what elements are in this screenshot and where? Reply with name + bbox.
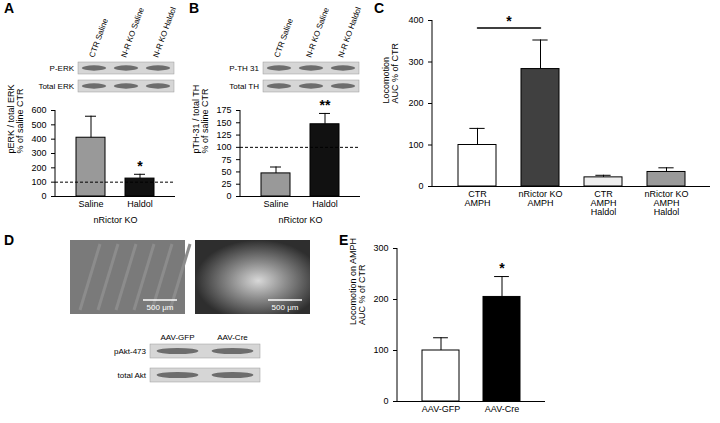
- svg-text:Saline: Saline: [263, 199, 288, 209]
- svg-text:Haldol: Haldol: [127, 199, 153, 209]
- svg-text:P-TH 31: P-TH 31: [229, 64, 259, 73]
- svg-text:*: *: [506, 13, 512, 29]
- svg-text:AAV-GFP: AAV-GFP: [160, 333, 194, 342]
- svg-text:0: 0: [383, 396, 388, 406]
- svg-text:300: 300: [31, 148, 46, 158]
- svg-text:P-ERK: P-ERK: [50, 64, 75, 73]
- svg-text:0: 0: [418, 181, 423, 191]
- svg-text:pAkt-473: pAkt-473: [114, 347, 147, 356]
- svg-text:500 μm: 500 μm: [272, 303, 299, 312]
- svg-text:0: 0: [226, 191, 231, 201]
- svg-text:nRictor KOAMPH: nRictor KOAMPH: [518, 189, 562, 208]
- svg-text:pERK / total ERK% of saline CT: pERK / total ERK% of saline CTR: [6, 84, 25, 153]
- svg-text:Total ERK: Total ERK: [38, 82, 74, 91]
- svg-text:500 μm: 500 μm: [147, 303, 174, 312]
- svg-text:Haldol: Haldol: [312, 199, 338, 209]
- svg-text:100: 100: [373, 345, 388, 355]
- svg-text:**: **: [320, 97, 331, 113]
- svg-text:total Akt: total Akt: [118, 371, 147, 380]
- svg-text:75: 75: [221, 155, 231, 165]
- svg-text:*: *: [137, 158, 143, 174]
- svg-text:200: 200: [408, 98, 423, 108]
- svg-text:Saline: Saline: [78, 199, 103, 209]
- svg-text:300: 300: [373, 243, 388, 253]
- svg-text:*: *: [499, 260, 505, 276]
- svg-text:N-R KO Haldol: N-R KO Haldol: [336, 6, 363, 59]
- svg-text:600: 600: [31, 105, 46, 115]
- svg-text:175: 175: [216, 105, 231, 115]
- svg-text:100: 100: [408, 140, 423, 150]
- svg-text:400: 400: [408, 15, 423, 25]
- html-text:A: A: [4, 0, 15, 16]
- svg-text:nRictor KO: nRictor KO: [93, 215, 137, 225]
- svg-text:AAV-Cre: AAV-Cre: [485, 404, 519, 414]
- html-text:D: D: [4, 232, 15, 248]
- svg-text:500: 500: [31, 120, 46, 130]
- svg-text:300: 300: [408, 57, 423, 67]
- svg-text:LocomotionAUC % of CTR: LocomotionAUC % of CTR: [381, 42, 400, 103]
- svg-text:nRictor KOAMPHHaldol: nRictor KOAMPHHaldol: [644, 189, 688, 217]
- svg-text:N-R KO Saline: N-R KO Saline: [119, 6, 146, 59]
- svg-text:Total TH: Total TH: [229, 82, 259, 91]
- svg-text:AAV-GFP: AAV-GFP: [422, 404, 460, 414]
- svg-text:CTRAMPH: CTRAMPH: [464, 189, 490, 208]
- svg-text:100: 100: [31, 177, 46, 187]
- svg-text:50: 50: [221, 167, 231, 177]
- svg-text:CTR Saline: CTR Saline: [272, 17, 295, 59]
- html-text:B: B: [189, 0, 200, 16]
- svg-text:AAV-Cre: AAV-Cre: [217, 333, 248, 342]
- svg-text:pTH-31 / total TH% of saline C: pTH-31 / total TH% of saline CTR: [191, 85, 210, 154]
- svg-text:125: 125: [216, 130, 231, 140]
- html-text:C: C: [374, 0, 385, 16]
- svg-text:N-R KO Saline: N-R KO Saline: [304, 6, 331, 59]
- svg-text:200: 200: [373, 294, 388, 304]
- svg-text:25: 25: [221, 179, 231, 189]
- svg-text:400: 400: [31, 134, 46, 144]
- svg-text:nRictor KO: nRictor KO: [278, 215, 322, 225]
- html-text:E: E: [339, 232, 349, 248]
- svg-text:200: 200: [31, 163, 46, 173]
- svg-text:100: 100: [216, 142, 231, 152]
- svg-text:CTR Saline: CTR Saline: [87, 17, 110, 59]
- svg-text:0: 0: [41, 191, 46, 201]
- svg-text:CTRAMPHHaldol: CTRAMPHHaldol: [590, 189, 616, 217]
- svg-text:Locomotion on AMPHAUC % of CTR: Locomotion on AMPHAUC % of CTR: [348, 238, 367, 325]
- svg-text:N-R KO Haldol: N-R KO Haldol: [151, 6, 178, 59]
- svg-text:150: 150: [216, 118, 231, 128]
